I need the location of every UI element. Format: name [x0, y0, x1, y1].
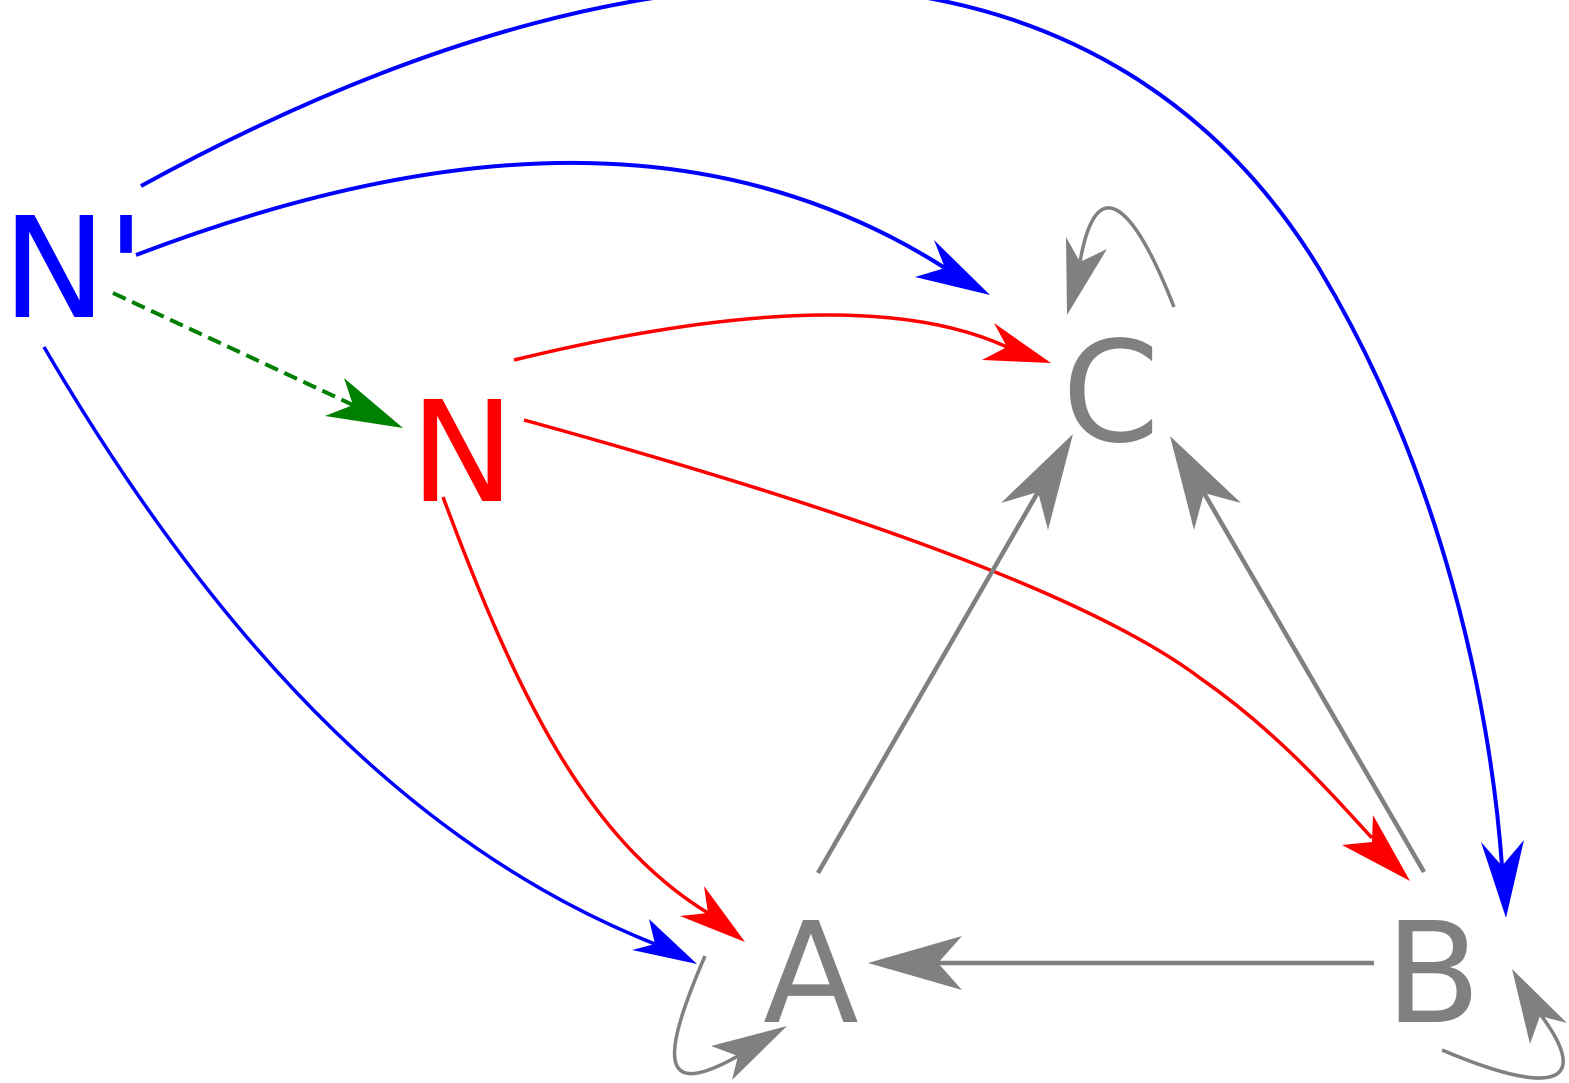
node-a-label: A [763, 893, 859, 1056]
edge-nprime-to-b [140, 0, 1524, 918]
edge-nprime-to-a [42, 346, 697, 964]
node-n-label: N [410, 372, 515, 535]
node-n-prime-label: N' [2, 188, 145, 351]
node-c-label: C [1062, 312, 1160, 475]
edge-b-to-c [1170, 436, 1426, 874]
self-loop-c [1066, 206, 1176, 315]
self-loop-b [1441, 969, 1567, 1080]
node-b-label: B [1385, 893, 1481, 1056]
edge-a-to-c [816, 434, 1073, 875]
edge-n-to-b [523, 418, 1410, 881]
self-loop-a [672, 955, 787, 1080]
edge-nprime-to-n [112, 291, 403, 428]
edge-n-to-a [441, 496, 745, 942]
edge-n-to-c [513, 313, 1051, 363]
edge-nprime-to-c [135, 160, 990, 295]
edge-b-to-a [868, 936, 1374, 990]
